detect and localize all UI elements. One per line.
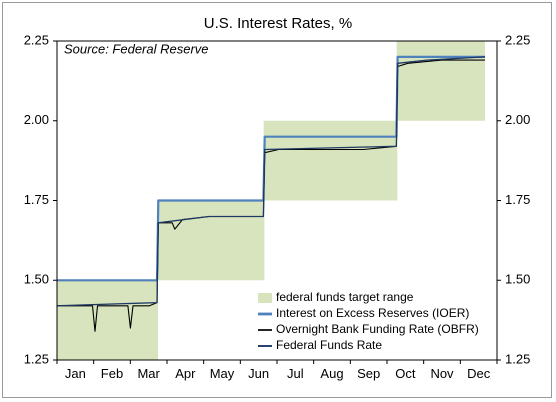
y-tick-label-left: 1.75 (24, 192, 49, 207)
x-tick-label-sep: Sep (357, 366, 380, 381)
target-range-band-4 (396, 41, 485, 121)
legend: federal funds target range Interest on Ex… (258, 290, 479, 352)
legend-item-1: federal funds target range (258, 290, 414, 304)
x-tick-label-may: May (210, 366, 235, 381)
x-tick-label-oct: Oct (395, 366, 416, 381)
legend-label: Interest on Excess Reserves (IOER) (276, 306, 469, 320)
y-tick-label-right: 1.25 (505, 351, 530, 366)
y-tick-label-left: 2.25 (24, 32, 49, 47)
x-tick-label-jun: Jun (248, 366, 269, 381)
x-tick-label-aug: Aug (320, 366, 343, 381)
legend-label: Federal Funds Rate (276, 338, 382, 352)
legend-swatch-band (258, 293, 272, 303)
x-tick-label-jan: Jan (65, 366, 86, 381)
x-axis: Jan Feb Mar Apr May Jun Jul Aug Sep Oct Nov Dec (56, 360, 498, 381)
x-tick-label-apr: Apr (175, 366, 196, 381)
x-tick-label-feb: Feb (101, 366, 123, 381)
y-tick-label-right: 2.25 (505, 32, 530, 47)
target-range-band-2 (157, 200, 265, 281)
source-annotation: Source: Federal Reserve (64, 41, 209, 56)
target-range-band-3 (263, 120, 398, 201)
y-tick-label-left: 1.25 (24, 351, 49, 366)
legend-item-3: Overnight Bank Funding Rate (OBFR) (258, 322, 479, 336)
y-axis-left: 1.25 1.50 1.75 2.00 2.25 (24, 32, 57, 366)
y-tick-label-left: 1.50 (24, 272, 49, 287)
y-tick-label-right: 1.50 (505, 272, 530, 287)
chart-title: U.S. Interest Rates, % (204, 15, 352, 32)
y-tick-label-right: 2.00 (505, 112, 530, 127)
x-tick-label-mar: Mar (137, 366, 160, 381)
series-lines (56, 55, 486, 332)
legend-item-4: Federal Funds Rate (258, 338, 382, 352)
y-tick-label-left: 2.00 (24, 112, 49, 127)
target-range-band-1 (57, 280, 159, 360)
x-tick-label-jul: Jul (287, 366, 304, 381)
x-tick-label-nov: Nov (430, 366, 454, 381)
target-range-bands (57, 41, 485, 360)
x-tick-label-dec: Dec (467, 366, 491, 381)
legend-label: Overnight Bank Funding Rate (OBFR) (276, 322, 479, 336)
y-axis-right: 1.25 1.50 1.75 2.00 2.25 (497, 32, 530, 366)
legend-item-2: Interest on Excess Reserves (IOER) (258, 306, 469, 320)
effr-line (56, 56, 486, 307)
y-tick-label-right: 1.75 (505, 192, 530, 207)
legend-label: federal funds target range (276, 290, 414, 304)
